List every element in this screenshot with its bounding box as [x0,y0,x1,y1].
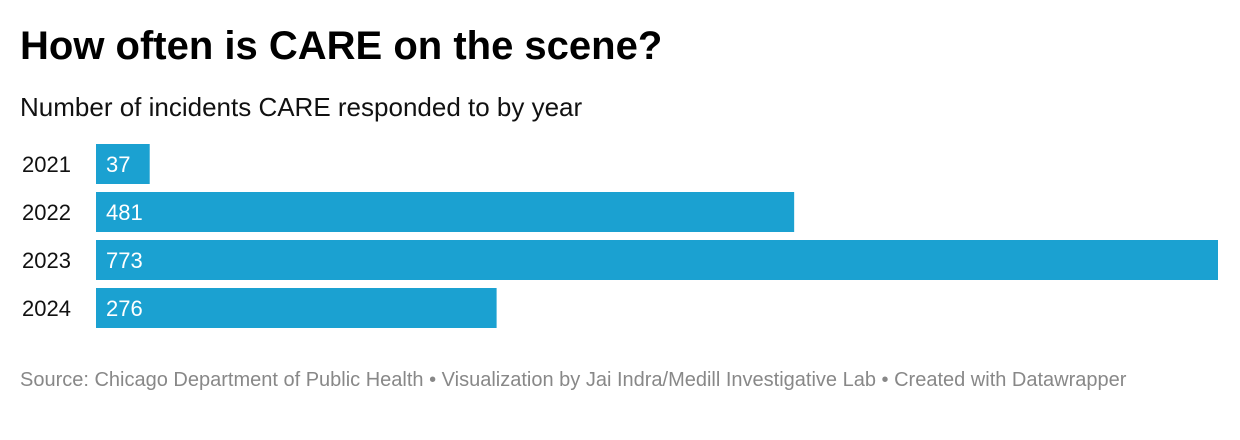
category-label: 2024 [22,296,71,321]
value-label: 773 [106,248,143,273]
bar [96,144,150,184]
value-label: 276 [106,296,143,321]
value-label: 481 [106,200,143,225]
bar-row-2022: 2022 481 [22,192,795,232]
source-footer: Source: Chicago Department of Public Hea… [20,369,1127,391]
bar [96,240,1218,280]
bar-row-2021: 2021 37 [22,144,150,184]
bar-chart: 2021 37 2022 481 2023 773 2024 276 [22,144,1218,328]
bar-row-2023: 2023 773 [22,240,1218,280]
category-label: 2021 [22,152,71,177]
value-label: 37 [106,152,130,177]
bar-row-2024: 2024 276 [22,288,497,328]
category-label: 2023 [22,248,71,273]
category-label: 2022 [22,200,71,225]
chart-title: How often is CARE on the scene? [20,24,663,68]
chart-subtitle: Number of incidents CARE responded to by… [20,92,583,122]
bar [96,192,795,232]
bar [96,288,497,328]
